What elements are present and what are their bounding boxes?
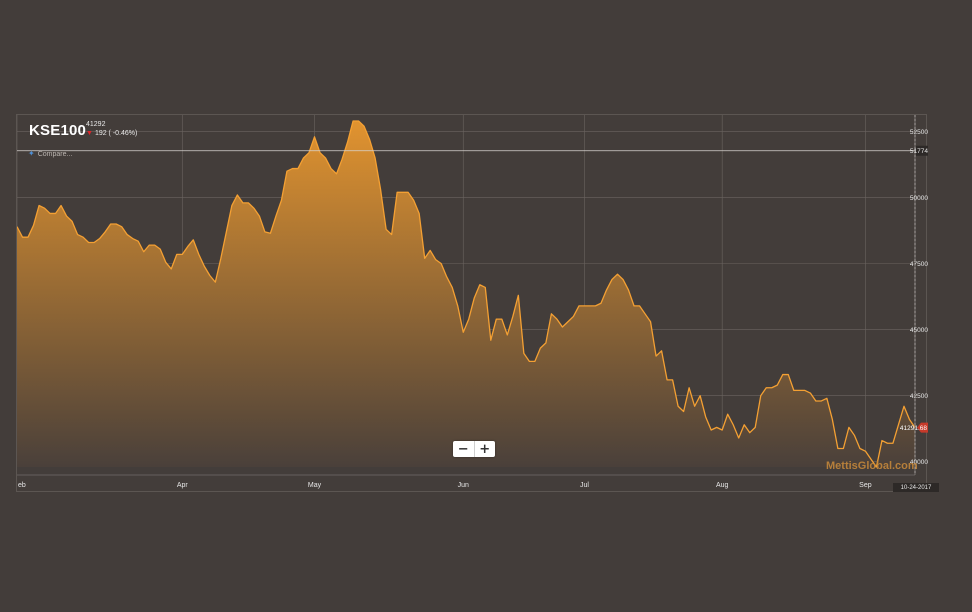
price-change: ▼ 192 ( -0.46%) [86, 130, 137, 137]
crosshair-tag [916, 145, 928, 156]
crosshair-date-tag: 10-24-2017 [893, 483, 939, 492]
series-area-fill [17, 121, 915, 467]
y-tick-label: 50000 [910, 195, 928, 202]
plus-icon: ✦ [28, 149, 35, 158]
x-tick-label: eb [18, 482, 26, 489]
crosshair-label: 51774 [910, 148, 928, 155]
last-price-value: 41292 [86, 121, 106, 128]
watermark: MettisGlobal.com [826, 460, 918, 472]
y-tick-label: 42500 [910, 393, 928, 400]
kse100-area-chart: 52500 50000 47500 45000 42500 40000 eb Apr May Ju… [17, 115, 928, 489]
down-arrow-icon: ▼ [86, 130, 93, 137]
zoom-control: − + [453, 441, 495, 457]
series-line [17, 120, 916, 468]
compare-label: Compare... [37, 150, 73, 158]
last-price-tag [917, 422, 928, 433]
x-tick-label: Jul [580, 482, 589, 489]
x-tick-label: May [308, 482, 322, 489]
chart-frame: 52500 50000 47500 45000 42500 40000 eb Apr May Ju… [16, 114, 939, 492]
x-tick-label: Aug [716, 482, 729, 489]
y-tick-label: 40000 [910, 459, 928, 466]
zoom-in-button[interactable]: + [473, 441, 496, 457]
y-tick-label: 52500 [910, 129, 928, 136]
compare-button[interactable]: ✦ Compare... [28, 150, 72, 158]
x-tick-label: Apr [177, 482, 189, 489]
last-price-label: 41291.68 [900, 425, 927, 432]
symbol-title: KSE100 [29, 122, 87, 139]
x-tick-label: Jun [458, 482, 469, 489]
price-change-value: 192 ( -0.46%) [94, 130, 138, 137]
y-tick-label: 47500 [910, 261, 928, 268]
x-tick-label: Sep [859, 482, 872, 489]
y-tick-label: 45000 [910, 327, 928, 334]
zoom-out-button[interactable]: − [457, 441, 469, 457]
